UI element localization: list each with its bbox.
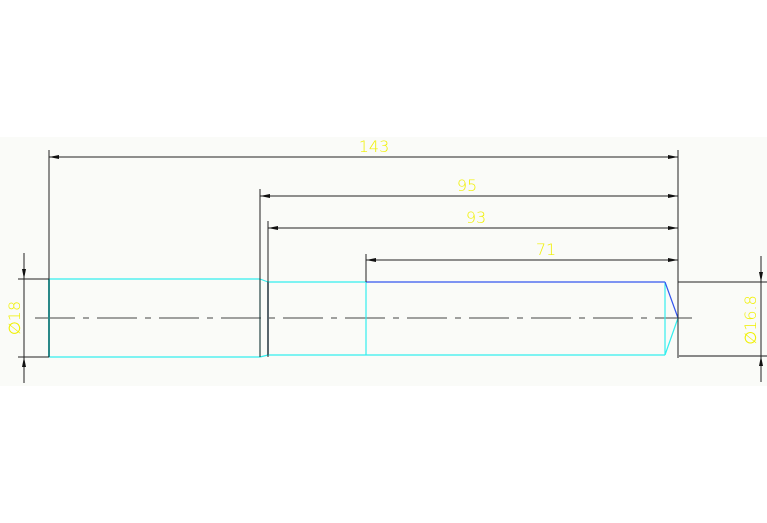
dim-text-dia168: ∅16.8 [741, 295, 760, 345]
dim-text-95: 95 [457, 176, 477, 195]
dim-text-143: 143 [359, 137, 390, 156]
shaft-outline [48, 278, 679, 358]
dim-text-93: 93 [466, 208, 486, 227]
drawing-area [0, 137, 767, 386]
dim-text-dia18: ∅18 [5, 301, 24, 335]
dim-text-71: 71 [536, 240, 556, 259]
extension-lines [18, 150, 767, 358]
